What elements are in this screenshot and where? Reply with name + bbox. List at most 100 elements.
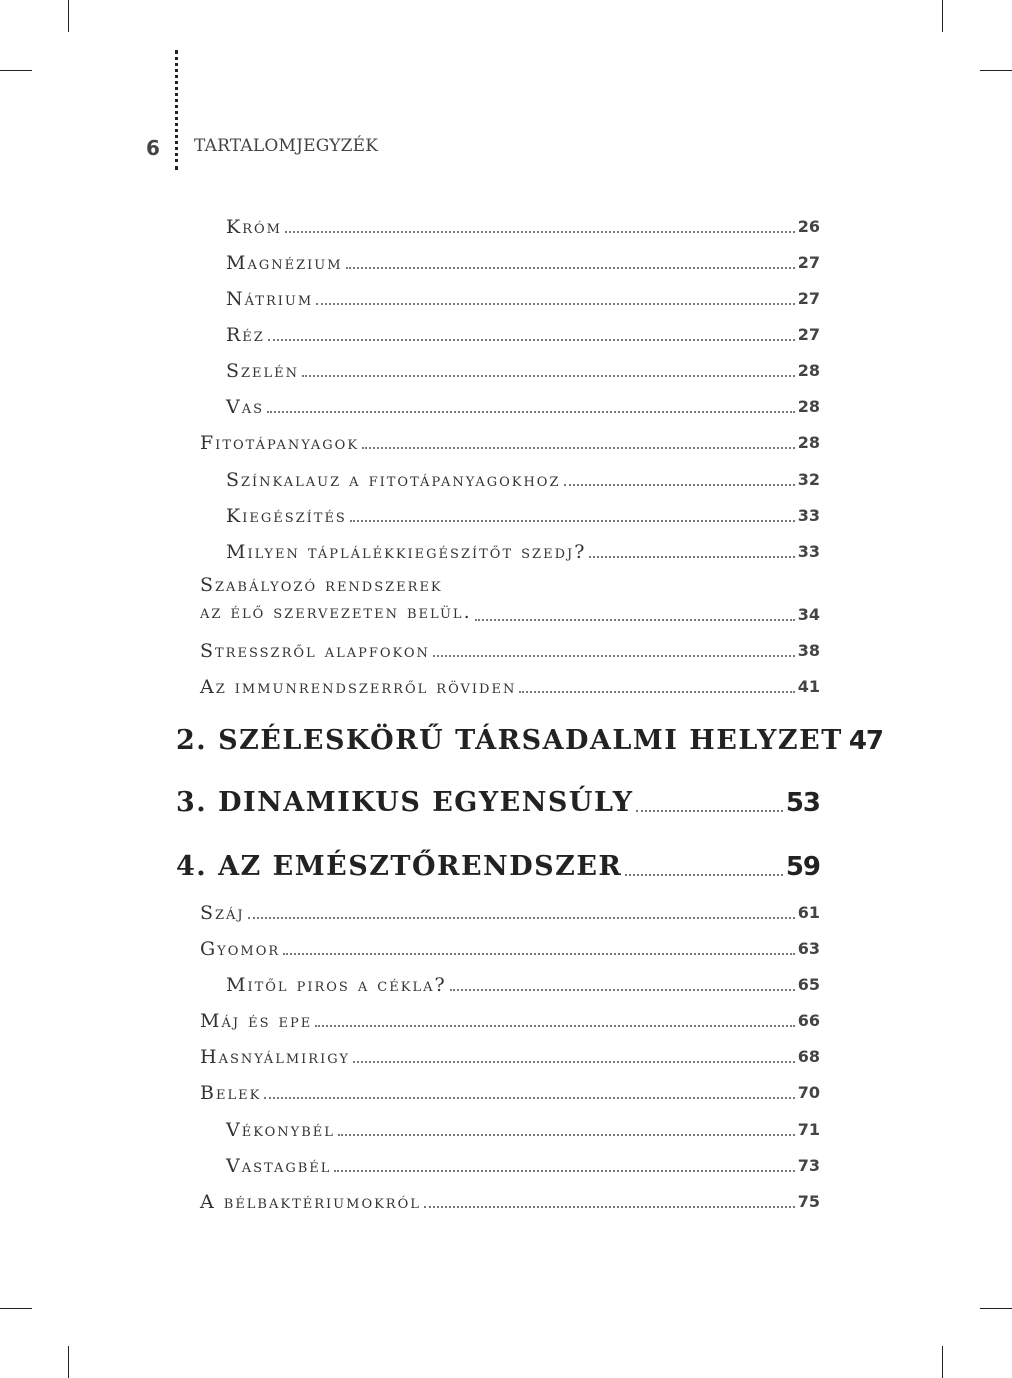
title-line: az élő szervezeten belül. bbox=[200, 601, 472, 623]
dot-leader bbox=[636, 810, 783, 812]
toc-entry[interactable]: Szelén 28 bbox=[226, 360, 820, 382]
crop-mark bbox=[942, 1346, 943, 1378]
toc-page-number: 47 bbox=[848, 726, 884, 756]
toc-entry-title: Kiegészítés bbox=[226, 505, 347, 527]
toc-entry-title: Króm bbox=[226, 216, 282, 238]
crop-mark bbox=[980, 70, 1012, 71]
dot-leader bbox=[589, 556, 795, 558]
dot-leader bbox=[449, 989, 795, 991]
toc-entry-title: Szabályozó rendszerek az élő szervezeten … bbox=[200, 572, 472, 626]
dot-leader bbox=[334, 1170, 795, 1172]
dot-leader bbox=[423, 1206, 795, 1208]
toc-entry[interactable]: Szabályozó rendszerek az élő szervezeten … bbox=[200, 572, 820, 626]
toc-entry[interactable]: Nátrium 27 bbox=[226, 288, 820, 310]
toc-page-number: 32 bbox=[797, 470, 820, 489]
crop-mark bbox=[0, 70, 32, 71]
toc-entry[interactable]: Színkalauz a fitotápanyagokhoz 32 bbox=[226, 469, 820, 491]
toc-entry[interactable]: Vastagbél 73 bbox=[226, 1155, 820, 1177]
toc-entry[interactable]: Milyen táplálékkiegészítőt szedj? 33 bbox=[226, 541, 820, 563]
dotted-rule bbox=[175, 50, 178, 170]
toc-entry[interactable]: Stresszről alapfokon 38 bbox=[200, 640, 820, 662]
toc-page-number: 27 bbox=[797, 253, 820, 272]
dot-leader bbox=[352, 1061, 795, 1063]
dot-leader bbox=[563, 484, 795, 486]
toc-page-number: 28 bbox=[797, 397, 820, 416]
toc-entry[interactable]: Gyomor 63 bbox=[200, 938, 820, 960]
dot-leader bbox=[349, 520, 795, 522]
crop-mark bbox=[0, 1308, 32, 1309]
toc-entry-title: Vékonybél bbox=[226, 1119, 335, 1141]
toc-entry[interactable]: Belek 70 bbox=[200, 1082, 820, 1104]
dot-leader bbox=[267, 411, 795, 413]
toc-entry-title: A bélbaktériumokról bbox=[200, 1191, 421, 1213]
toc-entry[interactable]: Vékonybél 71 bbox=[226, 1119, 820, 1141]
toc-page-number: 33 bbox=[797, 506, 820, 525]
toc-entry[interactable]: Száj 61 bbox=[200, 902, 820, 924]
toc-page-number: 63 bbox=[797, 939, 820, 958]
toc-entry-title: Vas bbox=[226, 396, 265, 418]
toc-entry-title: Az immunrendszerről röviden bbox=[200, 676, 517, 698]
crop-mark bbox=[980, 1308, 1012, 1309]
toc-page-number: 41 bbox=[797, 677, 820, 696]
toc-page-number: 61 bbox=[797, 903, 820, 922]
toc-page-number: 34 bbox=[797, 605, 820, 624]
toc-entry-title: Réz bbox=[226, 324, 265, 346]
toc-entry[interactable]: Az immunrendszerről röviden 41 bbox=[200, 676, 820, 698]
crop-mark bbox=[68, 0, 69, 32]
toc-page-number: 66 bbox=[797, 1011, 820, 1030]
toc-entry-title: 4. AZ EMÉSZTŐRENDSZER bbox=[176, 851, 623, 882]
toc-entry-title: Máj és epe bbox=[200, 1010, 313, 1032]
toc-entry[interactable]: A bélbaktériumokról 75 bbox=[200, 1191, 820, 1213]
toc-entry[interactable]: Hasnyálmirigy 68 bbox=[200, 1046, 820, 1068]
toc-entry[interactable]: Fitotápanyagok 28 bbox=[200, 432, 820, 454]
toc-entry-title: Stresszről alapfokon bbox=[200, 640, 430, 662]
toc-entry-title: Nátrium bbox=[226, 288, 314, 310]
toc-entry[interactable]: Kiegészítés 33 bbox=[226, 505, 820, 527]
toc-page-number: 28 bbox=[797, 361, 820, 380]
toc-page-number: 68 bbox=[797, 1047, 820, 1066]
toc-page-number: 73 bbox=[797, 1156, 820, 1175]
toc-entry-title: Vastagbél bbox=[226, 1155, 332, 1177]
toc-entry-title: Belek bbox=[200, 1082, 262, 1104]
toc-chapter[interactable]: 3. DINAMIKUS EGYENSÚLY 53 bbox=[176, 786, 821, 820]
toc-entry-title: Száj bbox=[200, 902, 245, 924]
crop-mark bbox=[942, 0, 943, 32]
toc-entry-title: 3. DINAMIKUS EGYENSÚLY bbox=[176, 787, 634, 818]
toc-entry[interactable]: Réz 27 bbox=[226, 324, 820, 346]
toc-entry[interactable]: Mitől piros a cékla? 65 bbox=[226, 974, 820, 996]
toc-page-number: 71 bbox=[797, 1120, 820, 1139]
toc-page-number: 65 bbox=[797, 975, 820, 994]
toc-page-number: 53 bbox=[785, 788, 821, 818]
dot-leader bbox=[345, 267, 795, 269]
toc-entry[interactable]: Vas 28 bbox=[226, 396, 820, 418]
toc-page-number: 75 bbox=[797, 1192, 820, 1211]
toc-page-number: 59 bbox=[785, 852, 821, 882]
toc-chapter[interactable]: 4. AZ EMÉSZTŐRENDSZER 59 bbox=[176, 850, 821, 884]
running-head: TARTALOMJEGYZÉK bbox=[194, 136, 379, 156]
toc-entry-title: Mitől piros a cékla? bbox=[226, 974, 447, 996]
dot-leader bbox=[432, 655, 795, 657]
dot-leader bbox=[264, 1097, 795, 1099]
toc-chapter[interactable]: 2. SZÉLESKÖRŰ TÁRSADALMI HELYZET 47 bbox=[176, 724, 884, 758]
toc-entry[interactable]: Króm 26 bbox=[226, 216, 820, 238]
dot-leader bbox=[302, 375, 795, 377]
toc-entry-title: Fitotápanyagok bbox=[200, 432, 360, 454]
dot-leader bbox=[315, 1025, 795, 1027]
dot-leader bbox=[247, 917, 795, 919]
dot-leader bbox=[283, 953, 795, 955]
toc-entry-title: Milyen táplálékkiegészítőt szedj? bbox=[226, 541, 587, 563]
dot-leader bbox=[362, 447, 795, 449]
toc-entry[interactable]: Magnézium 27 bbox=[226, 252, 820, 274]
toc-page-number: 26 bbox=[797, 217, 820, 236]
dot-leader bbox=[337, 1134, 795, 1136]
dot-leader bbox=[625, 874, 783, 876]
toc-page-number: 27 bbox=[797, 289, 820, 308]
toc-page-number: 38 bbox=[797, 641, 820, 660]
toc-entry-title: Színkalauz a fitotápanyagokhoz bbox=[226, 469, 561, 491]
title-line: Szabályozó rendszerek bbox=[200, 574, 443, 596]
toc-page-number: 27 bbox=[797, 325, 820, 344]
dot-leader bbox=[474, 619, 795, 621]
dot-leader bbox=[316, 303, 795, 305]
toc-entry[interactable]: Máj és epe 66 bbox=[200, 1010, 820, 1032]
page-number: 6 bbox=[146, 136, 160, 160]
